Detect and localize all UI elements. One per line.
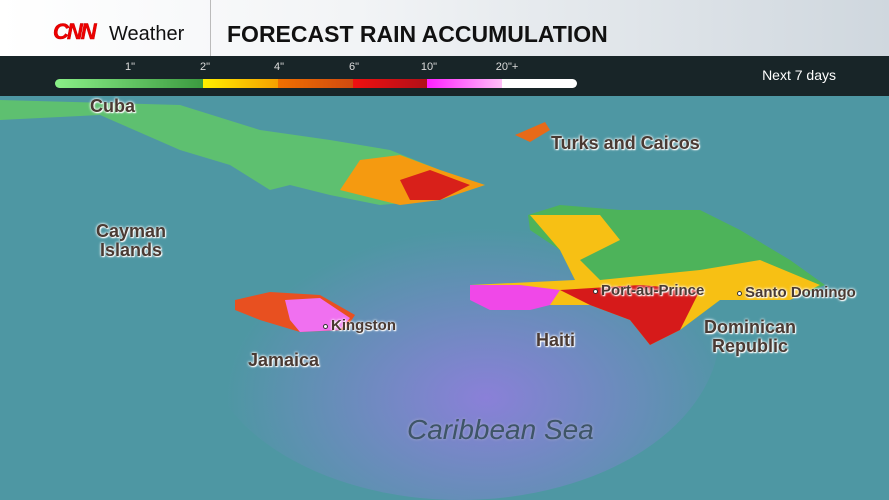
city-dot xyxy=(737,290,742,296)
legend-tick: 20"+ xyxy=(495,61,519,73)
header-bar: CNN Weather FORECAST RAIN ACCUMULATION xyxy=(0,0,889,56)
scale-magenta xyxy=(427,79,502,88)
forecast-period: Next 7 days xyxy=(762,67,836,83)
scale-yellow xyxy=(203,79,278,88)
legend-bar: 1" 2" 4" 6" 10" 20"+ Next 7 days xyxy=(0,56,889,96)
hispaniola-rain-yellow xyxy=(470,215,820,345)
legend-color-scale xyxy=(55,79,577,88)
scale-orange xyxy=(278,79,353,88)
label-jamaica: Jamaica xyxy=(248,350,320,370)
label-haiti: Haiti xyxy=(536,330,576,350)
haiti-rain-magenta xyxy=(470,285,560,310)
legend-tick: 4" xyxy=(273,61,285,73)
scale-white xyxy=(502,79,577,88)
city-name: Santo Domingo xyxy=(745,284,856,301)
cuba-rain-red xyxy=(400,170,470,200)
hispaniola-rain-red xyxy=(560,285,700,345)
label-turks-caicos: Turks and Caicos xyxy=(551,133,700,153)
city-dot xyxy=(323,323,328,329)
turks-caicos-island xyxy=(515,122,550,142)
label-kingston: Kingston xyxy=(323,318,396,334)
label-dominican-republic: Dominican Republic xyxy=(703,317,796,356)
legend-tick: 1" xyxy=(124,61,136,73)
brand-name: Weather xyxy=(109,23,185,45)
legend-tick: 2" xyxy=(199,61,211,73)
city-name: Kingston xyxy=(331,317,396,334)
label-port-au-prince: Port-au-Prince xyxy=(593,283,704,299)
header-divider xyxy=(210,0,211,56)
label-caribbean-sea: Caribbean Sea xyxy=(407,414,594,445)
legend-tick: 6" xyxy=(348,61,360,73)
scale-green xyxy=(55,79,203,88)
legend-tick: 10" xyxy=(420,61,438,73)
city-name: Port-au-Prince xyxy=(601,282,705,299)
city-dot xyxy=(593,288,598,294)
page-title: FORECAST RAIN ACCUMULATION xyxy=(227,21,608,47)
label-santo-domingo: Santo Domingo xyxy=(737,285,856,301)
scale-red xyxy=(353,79,427,88)
jamaica-rain-magenta xyxy=(285,298,350,332)
label-cayman-islands: Cayman Islands xyxy=(95,221,167,260)
label-cuba: Cuba xyxy=(90,96,135,116)
cnn-logo: CNN xyxy=(53,19,97,44)
